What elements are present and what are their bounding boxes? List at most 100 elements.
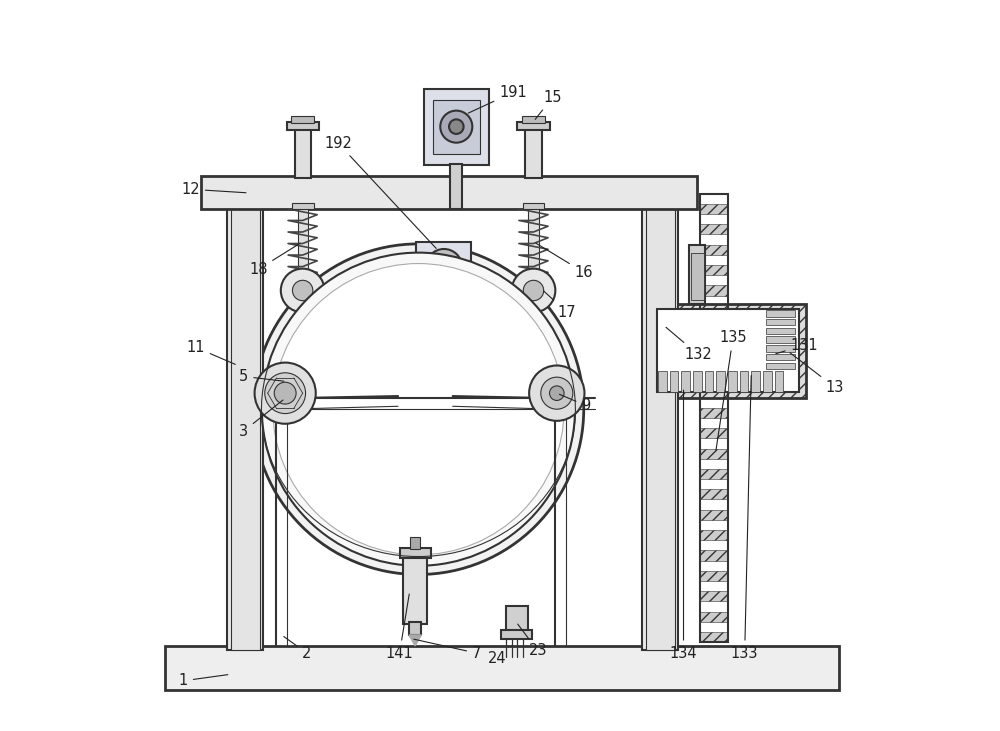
Bar <box>700 245 728 255</box>
Bar <box>751 371 760 393</box>
Bar <box>716 371 725 393</box>
Bar <box>705 371 713 393</box>
Bar <box>766 354 795 360</box>
Bar <box>506 606 528 635</box>
Circle shape <box>529 366 584 421</box>
Text: 133: 133 <box>731 376 758 661</box>
Bar <box>700 510 728 520</box>
Bar <box>646 191 675 650</box>
Bar <box>517 121 550 130</box>
Bar <box>700 571 728 581</box>
Bar <box>700 449 728 459</box>
Bar <box>700 367 728 377</box>
Circle shape <box>550 386 564 401</box>
Bar <box>740 371 748 393</box>
Bar <box>433 99 480 154</box>
Bar <box>775 371 783 393</box>
Circle shape <box>255 363 316 424</box>
Bar <box>691 253 704 300</box>
Circle shape <box>541 377 573 409</box>
Bar <box>700 285 728 295</box>
Text: 1: 1 <box>179 673 228 689</box>
Circle shape <box>262 253 575 566</box>
Bar <box>400 548 431 558</box>
Bar <box>700 612 728 622</box>
Bar <box>700 632 728 643</box>
Text: 135: 135 <box>716 330 747 450</box>
Bar <box>403 551 427 624</box>
Bar <box>523 203 544 209</box>
Bar <box>700 224 728 235</box>
Bar <box>700 530 728 540</box>
Text: 131: 131 <box>776 338 818 354</box>
Text: 192: 192 <box>324 136 436 249</box>
Text: 132: 132 <box>666 327 712 362</box>
Bar <box>700 306 728 316</box>
Bar <box>681 371 690 393</box>
Bar <box>728 371 737 393</box>
Bar <box>700 489 728 499</box>
Bar <box>766 336 795 343</box>
Circle shape <box>449 119 464 134</box>
Bar <box>766 310 795 317</box>
Bar <box>525 123 542 178</box>
Text: 5: 5 <box>239 369 284 384</box>
Bar <box>231 191 260 650</box>
Text: 11: 11 <box>186 340 235 364</box>
Text: 12: 12 <box>181 182 246 197</box>
Bar <box>416 242 471 292</box>
Bar <box>766 345 795 352</box>
Circle shape <box>523 280 544 300</box>
Bar <box>227 191 263 650</box>
Bar <box>409 622 421 635</box>
Text: 17: 17 <box>544 291 576 320</box>
Bar <box>410 537 420 549</box>
Circle shape <box>281 269 324 312</box>
Text: 18: 18 <box>249 243 300 277</box>
Circle shape <box>273 264 564 555</box>
Bar <box>700 346 728 357</box>
Bar <box>450 164 462 209</box>
Bar <box>642 191 678 650</box>
Circle shape <box>426 249 462 285</box>
Bar <box>501 630 532 639</box>
Bar <box>298 209 308 278</box>
Bar <box>700 408 728 418</box>
Circle shape <box>265 373 306 414</box>
Bar <box>693 371 702 393</box>
Text: 24: 24 <box>488 646 512 666</box>
Circle shape <box>253 244 584 575</box>
Bar <box>700 326 728 336</box>
Bar <box>201 176 697 209</box>
Bar <box>649 303 806 398</box>
Text: 16: 16 <box>536 243 593 280</box>
Bar <box>700 194 728 643</box>
Bar <box>657 309 799 393</box>
Bar <box>522 115 545 123</box>
Text: 9: 9 <box>559 394 591 413</box>
Bar <box>763 371 772 393</box>
Bar <box>295 123 311 178</box>
Bar <box>766 327 795 334</box>
Circle shape <box>435 259 453 276</box>
Text: 7: 7 <box>414 639 481 661</box>
Bar <box>700 469 728 479</box>
Circle shape <box>440 110 472 143</box>
Bar <box>424 88 489 165</box>
Text: 191: 191 <box>468 85 527 113</box>
Bar <box>700 591 728 602</box>
Text: 15: 15 <box>535 90 562 119</box>
Bar <box>670 371 678 393</box>
Bar <box>287 121 319 130</box>
Bar <box>658 371 667 393</box>
Circle shape <box>292 280 313 300</box>
Bar <box>528 209 539 278</box>
Bar <box>165 646 839 689</box>
Text: 134: 134 <box>670 390 697 661</box>
Circle shape <box>274 382 296 404</box>
Text: 13: 13 <box>790 352 844 395</box>
Bar <box>292 203 314 209</box>
Text: 141: 141 <box>386 594 413 661</box>
Bar <box>700 204 728 214</box>
Text: 23: 23 <box>518 624 547 659</box>
